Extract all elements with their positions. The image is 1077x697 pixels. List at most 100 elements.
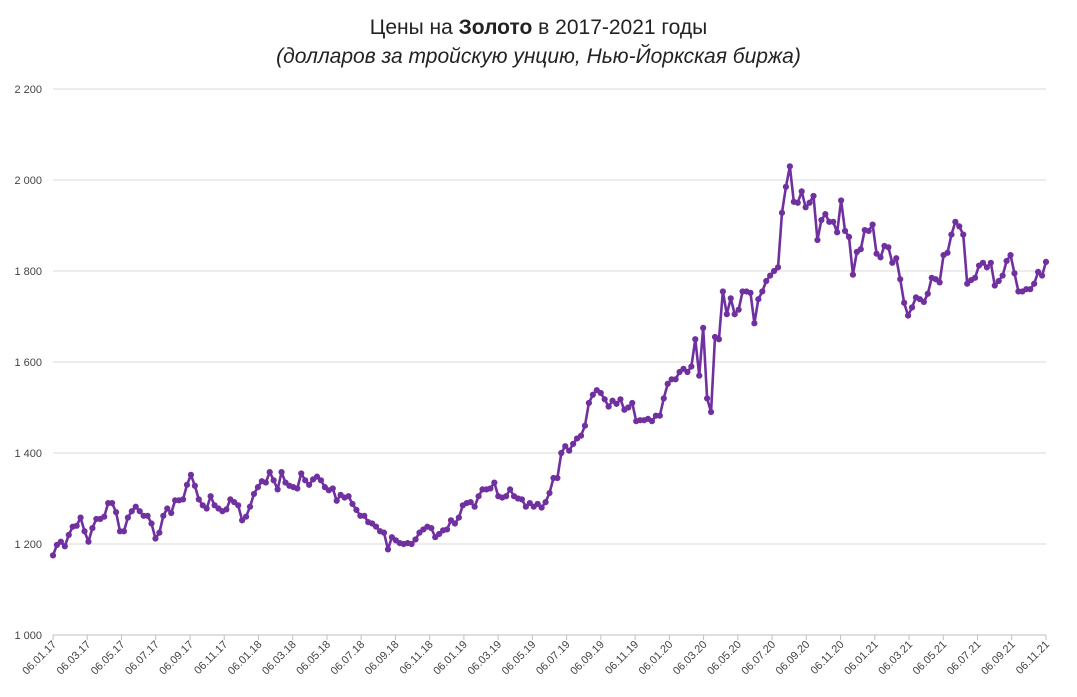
data-point (538, 504, 545, 511)
x-tick-label: 06.03.21 (876, 639, 915, 678)
data-point (865, 227, 872, 235)
x-tick-label: 06.03.18 (260, 639, 299, 678)
data-point (274, 486, 281, 493)
data-point (818, 216, 825, 224)
data-point (73, 522, 80, 529)
data-point (672, 376, 679, 383)
data-point (144, 512, 151, 519)
data-point (455, 514, 462, 521)
data-point (767, 272, 774, 279)
data-point (1038, 272, 1046, 279)
data-point (629, 399, 636, 407)
data-point (719, 288, 726, 295)
data-point (507, 486, 514, 493)
data-point (845, 233, 853, 240)
data-point (597, 389, 604, 397)
data-point (723, 311, 730, 318)
data-point (522, 503, 529, 510)
x-tick-label: 06.05.21 (911, 639, 950, 678)
data-point (747, 289, 754, 296)
data-point (991, 282, 998, 289)
data-point (987, 259, 994, 266)
x-tick-label: 06.11.18 (398, 639, 436, 677)
data-point (270, 477, 277, 484)
data-point (317, 477, 325, 484)
x-tick-label: 06.05.17 (89, 639, 128, 678)
data-point (254, 484, 261, 491)
data-point (944, 249, 951, 256)
data-point (802, 204, 809, 211)
data-point (1027, 286, 1034, 293)
data-point (333, 497, 340, 504)
data-point (534, 500, 541, 508)
x-tick-label: 06.07.20 (739, 639, 778, 678)
y-axis: 1 000 1 200 1 400 1 600 1 800 2 000 2 200 (14, 84, 42, 642)
x-tick-label: 06.07.19 (534, 639, 573, 678)
data-point (436, 530, 443, 538)
x-tick-label: 06.07.18 (329, 639, 368, 678)
data-point (101, 513, 108, 520)
x-tick-label: 06.03.19 (465, 639, 504, 678)
data-point (156, 529, 163, 536)
x-tick-label: 06.01.17 (20, 639, 59, 678)
data-point (656, 412, 663, 419)
data-point (349, 500, 356, 508)
data-point (822, 211, 829, 218)
data-point (999, 272, 1006, 279)
data-point (570, 440, 577, 447)
data-point (152, 535, 159, 542)
data-point (692, 336, 699, 343)
data-point (707, 408, 715, 416)
data-point (109, 499, 116, 507)
data-point (735, 306, 742, 313)
y-tick-label: 1 600 (14, 357, 42, 369)
data-point (471, 503, 478, 510)
data-point (361, 512, 368, 519)
x-tick-label: 06.01.19 (431, 639, 470, 678)
data-point (235, 502, 242, 509)
data-point (408, 540, 415, 548)
data-point (983, 264, 990, 271)
data-point (132, 503, 139, 510)
data-point (786, 163, 793, 170)
data-point (908, 304, 916, 311)
data-point (1035, 268, 1042, 276)
data-point (136, 508, 143, 515)
data-point (467, 499, 474, 506)
data-point (195, 496, 202, 503)
data-point (61, 543, 68, 550)
data-point (558, 449, 565, 457)
chart-title-bold: Золото (458, 16, 533, 39)
data-point (696, 372, 703, 379)
data-point (763, 277, 770, 285)
data-point (554, 474, 561, 482)
x-tick-label: 06.03.17 (55, 639, 94, 678)
y-tick-label: 1 400 (14, 448, 42, 460)
data-point (191, 482, 198, 489)
data-point (1031, 280, 1038, 287)
data-point (838, 197, 845, 204)
data-point (124, 514, 131, 521)
data-point (384, 546, 392, 553)
data-point (179, 496, 187, 503)
data-point (660, 395, 667, 402)
data-point (313, 473, 321, 480)
data-point (585, 399, 593, 407)
data-point (956, 223, 963, 230)
chart-title: Цены на Золото в 2017-2021 годы (0, 16, 1077, 40)
data-point (841, 227, 849, 235)
x-tick-label: 06.11.19 (603, 639, 641, 677)
data-point (345, 493, 352, 500)
data-point (814, 236, 821, 244)
data-point (451, 520, 459, 527)
data-point (857, 246, 864, 253)
x-tick-label: 06.07.17 (123, 639, 162, 678)
data-point (751, 320, 758, 327)
data-point (128, 508, 135, 515)
data-point (885, 244, 892, 251)
data-point (924, 290, 931, 297)
data-point (798, 188, 805, 195)
data-point (160, 512, 167, 519)
data-point (278, 469, 285, 476)
x-tick-label: 06.01.18 (226, 639, 265, 678)
